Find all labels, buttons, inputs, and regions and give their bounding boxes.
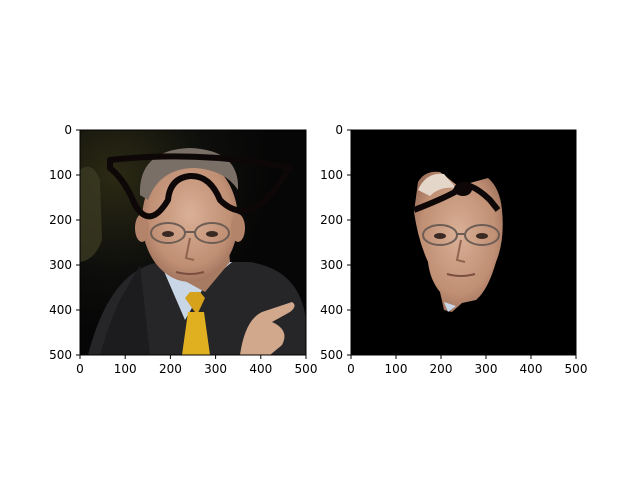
left-ytick-label: 200 bbox=[49, 213, 72, 227]
right-xtick-label: 200 bbox=[430, 362, 453, 376]
left-ytick-label: 500 bbox=[49, 348, 72, 362]
right-xtick-label: 0 bbox=[347, 362, 355, 376]
left-xtick-label: 300 bbox=[204, 362, 227, 376]
right-ytick-label: 0 bbox=[335, 123, 343, 137]
left-xtick-label: 0 bbox=[76, 362, 84, 376]
left-xtick-label: 200 bbox=[159, 362, 182, 376]
right-xtick-label: 500 bbox=[565, 362, 588, 376]
right-xtick-label: 100 bbox=[385, 362, 408, 376]
right-ticks: 0 100 200 300 400 500 0 100 200 300 400 500 bbox=[320, 123, 587, 376]
right-xtick-label: 400 bbox=[520, 362, 543, 376]
right-ytick-label: 400 bbox=[320, 303, 343, 317]
left-xtick-label: 100 bbox=[114, 362, 137, 376]
left-ytick-label: 0 bbox=[64, 123, 72, 137]
left-ticks: 0 100 200 300 400 500 0 100 200 300 400 500 bbox=[49, 123, 317, 376]
right-ytick-label: 200 bbox=[320, 213, 343, 227]
left-ytick-label: 100 bbox=[49, 168, 72, 182]
left-xtick-label: 500 bbox=[295, 362, 318, 376]
right-xtick-label: 300 bbox=[475, 362, 498, 376]
right-ytick-label: 500 bbox=[320, 348, 343, 362]
left-ytick-label: 400 bbox=[49, 303, 72, 317]
left-ytick-label: 300 bbox=[49, 258, 72, 272]
left-axes: 0 100 200 300 400 500 0 100 200 300 400 500 bbox=[49, 123, 317, 376]
left-xtick-label: 400 bbox=[249, 362, 272, 376]
right-image bbox=[351, 130, 576, 355]
right-ytick-label: 100 bbox=[320, 168, 343, 182]
right-ytick-label: 300 bbox=[320, 258, 343, 272]
left-image bbox=[80, 130, 306, 355]
right-axes: 0 100 200 300 400 500 0 100 200 300 400 500 bbox=[320, 123, 587, 376]
